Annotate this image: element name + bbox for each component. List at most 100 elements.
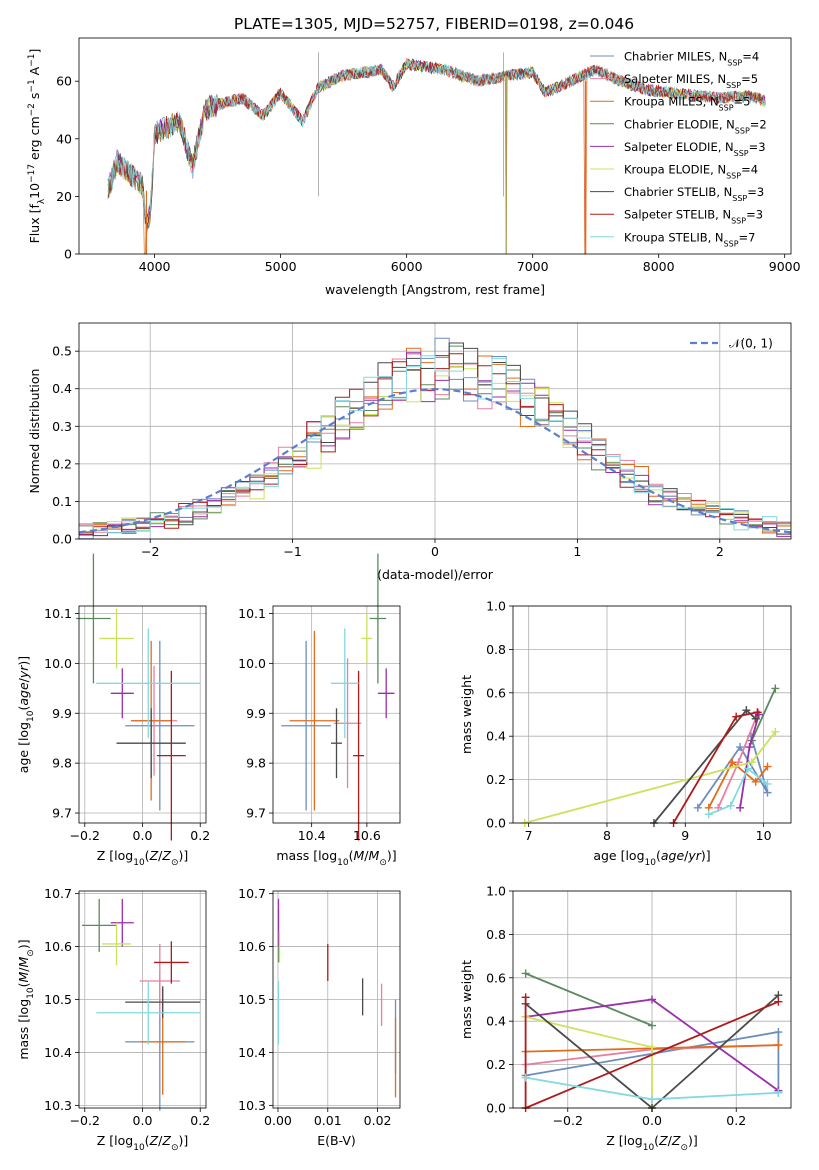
y-tick-label: 10.4 [238,1045,266,1060]
y-axis-label: Normed distribution [27,369,42,494]
y-tick-label: 10.4 [44,1045,72,1060]
plot-area [81,898,201,1111]
axes-frame [512,605,792,824]
x-tick-label: −0.2 [70,1113,100,1128]
mass-weight-marker [704,810,713,819]
histogram-step [79,355,791,534]
mass-weight-line [750,688,777,741]
y-tick-label: 0.8 [486,927,506,942]
y-axis-label: mass weight [459,675,474,754]
mass-weight-marker [648,1043,656,1052]
mass-weight-marker [745,743,754,752]
y-tick-label: 10.5 [44,992,72,1007]
x-tick-label: 0.2 [190,828,210,843]
legend-label: Kroupa MILES, NSSP=5 [624,95,750,113]
mass-weight-marker [728,758,737,767]
y-tick-label: 0.4 [486,1014,506,1029]
panel-mass-vs-Z: −0.2 0.0 0.2 10.3 10.4 10.5 10.6 10.7 mass [log1… [16,886,210,1153]
panel-mass-weight-vs-age: 7 8 9 10 0.0 0.2 0.4 0.6 0.8 1.0 mass weight age [l… [459,599,792,868]
y-tick-label: 9.9 [52,706,72,721]
x-tick-label: 1 [573,544,581,559]
y-tick-label: 9.8 [52,756,72,771]
mass-weight-line [697,735,769,809]
x-tick-label: 10.4 [298,828,326,843]
y-tick-label: 0.6 [486,970,506,985]
x-tick-label: 0.02 [364,1113,392,1128]
x-tick-label: 0.0 [133,828,153,843]
mass-weight-marker [732,712,741,721]
mass-weight-marker [774,1041,783,1050]
mass-weight-marker [771,684,780,693]
x-tick-label: 9000 [769,259,801,274]
mass-weight-marker [521,969,530,978]
x-tick-label: 0.00 [264,1113,292,1128]
y-tick-label: 0.2 [486,772,506,787]
x-tick-label: 5000 [265,259,297,274]
axes-frame [78,37,792,255]
y-tick-label: 9.7 [246,806,266,821]
y-tick-label: 20 [56,189,72,204]
x-axis-label: wavelength [Angstrom, rest frame] [325,282,545,297]
y-tick-label: 0.3 [52,419,72,434]
x-tick-label: 0.2 [726,1113,746,1128]
mass-weight-marker [763,788,772,797]
y-tick-label: 10.0 [44,656,72,671]
x-tick-label: 7000 [517,259,549,274]
y-axis-label: mass weight [459,960,474,1039]
y-tick-label: 0.6 [486,685,506,700]
x-tick-label: 6000 [391,259,423,274]
x-axis-label: age [log10(age/yr)] [593,848,710,868]
legend-label: Chabrier MILES, NSSP=4 [624,50,759,68]
x-axis-label: E(B-V) [317,1133,356,1148]
y-axis-label: mass [log10(M/M⊙)] [16,939,36,1059]
mass-weight-line [524,731,777,824]
legend-label: Kroupa ELODIE, NSSP=4 [624,163,758,181]
mass-weight-marker [771,727,780,736]
y-tick-label: 1.0 [486,599,506,614]
mass-weight-marker [747,758,756,767]
plot-area [520,684,780,827]
y-tick-label: 9.9 [246,706,266,721]
legend-label: Salpeter ELODIE, NSSP=3 [624,140,766,158]
x-axis-label: Z [log10(Z/Z⊙)] [97,848,189,868]
mass-weight-marker [693,803,702,812]
x-tick-label: 9 [681,828,689,843]
x-tick-label: 7 [525,828,533,843]
x-tick-label: −0.2 [70,828,100,843]
y-tick-label: 0.2 [52,456,72,471]
x-tick-label: 0.0 [642,1113,662,1128]
spectrum-model-line [107,59,766,228]
x-axis-label: Z [log10(Z/Z⊙)] [97,1133,189,1153]
panel-age-vs-Z: −0.2 0.0 0.2 9.7 9.8 9.9 10.0 10.1 age [log10(ag… [16,553,210,868]
x-tick-label: 10 [756,828,772,843]
y-tick-label: 60 [56,74,72,89]
y-tick-label: 0 [64,247,72,262]
x-tick-label: 0.0 [133,1113,153,1128]
y-tick-label: 10.3 [238,1098,266,1113]
mass-weight-line [707,760,769,809]
normal-curve [78,387,792,534]
mass-weight-line [525,972,653,1027]
panel-mass-vs-ebv: 0.00 0.01 0.02 10.3 10.4 10.5 10.6 10.7 E(B-V) [238,886,401,1148]
axes-frame [272,605,401,824]
mass-weight-marker [742,706,751,715]
mass-weight-line [708,767,769,816]
x-tick-label: −1 [283,544,301,559]
legend-label: Chabrier STELIB, NSSP=3 [624,185,764,203]
x-tick-label: 10.6 [353,828,381,843]
mass-weight-marker [648,1021,656,1030]
panels: 4000 5000 6000 7000 8000 90000204060wavelengt… [16,37,801,1153]
x-tick-label: 8000 [643,259,675,274]
y-tick-label: 0.1 [52,494,72,509]
y-axis-label: age [log10(age/yr)] [16,656,36,773]
y-tick-label: 1.0 [486,884,506,899]
mass-weight-line [672,711,758,824]
x-tick-label: −0.2 [553,1113,583,1128]
mass-weight-marker [521,993,530,1002]
y-tick-label: 9.8 [246,756,266,771]
mass-weight-marker [726,801,735,810]
plot-area [277,898,397,1098]
mass-weight-marker [743,764,752,773]
y-tick-label: 0.0 [486,1101,506,1116]
x-axis-label: (data-model)/error [377,567,494,582]
